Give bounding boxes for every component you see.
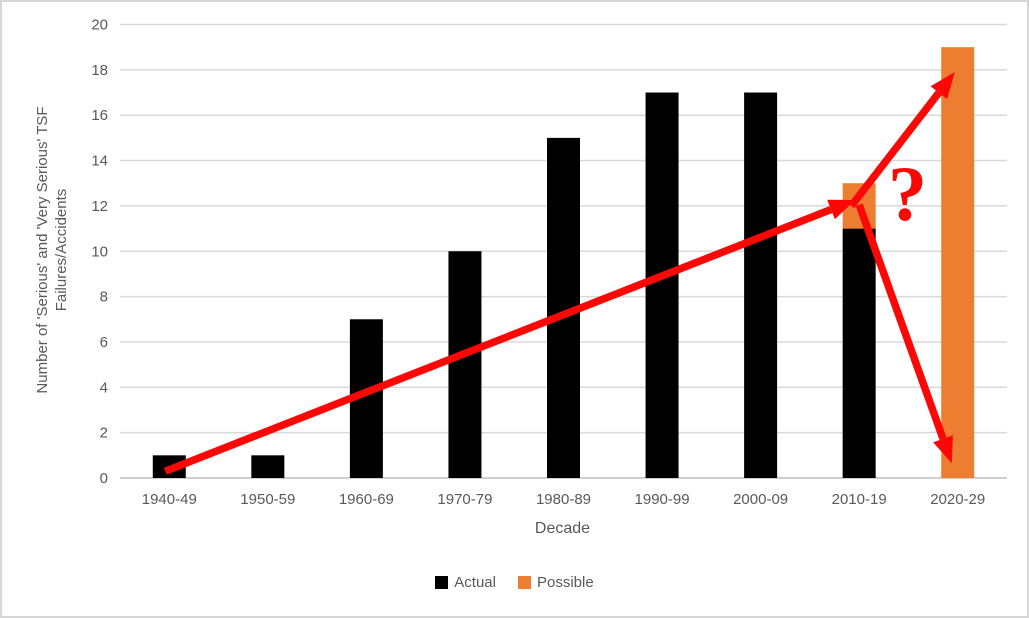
- y-tick-label: 2: [100, 425, 108, 442]
- legend-label-actual: Actual: [454, 574, 496, 591]
- possible-fall-arrow: [855, 203, 947, 441]
- bar-actual-1970-79: [448, 251, 482, 478]
- bar-actual-2010-19: [842, 228, 876, 478]
- possible-swatch-icon: [518, 576, 531, 589]
- x-tick-label: 1980-89: [536, 491, 591, 508]
- legend: Actual Possible: [2, 574, 1027, 591]
- y-axis-title-line2: Failures/Accidents: [53, 188, 70, 312]
- y-tick-label: 16: [91, 107, 108, 124]
- y-tick-label: 18: [91, 62, 108, 79]
- bar-possible-2020-29: [941, 47, 975, 479]
- legend-label-possible: Possible: [537, 574, 594, 591]
- y-tick-label: 4: [100, 379, 108, 396]
- actual-trend-arrow-head: [827, 199, 856, 220]
- y-tick-label: 20: [91, 17, 108, 34]
- x-tick-label: 1970-79: [437, 491, 492, 508]
- x-tick-label: 1940-49: [142, 491, 197, 508]
- bar-actual-1950-59: [251, 455, 285, 478]
- y-tick-label: 6: [100, 334, 108, 351]
- bar-actual-1990-99: [645, 92, 679, 479]
- x-tick-label: 2010-19: [832, 491, 887, 508]
- possible-rise-arrow: [848, 90, 942, 209]
- x-axis-title: Decade: [534, 520, 591, 537]
- actual-trend-arrow: [163, 206, 833, 475]
- x-tick-label: 1960-69: [339, 491, 394, 508]
- y-tick-label: 8: [100, 289, 108, 306]
- y-tick-label: 12: [91, 198, 108, 215]
- x-tick-label: 1950-59: [240, 491, 295, 508]
- y-tick-label: 14: [91, 153, 108, 170]
- bar-actual-2000-09: [744, 92, 778, 479]
- possible-rise-arrow-head: [930, 72, 955, 100]
- question-mark-annotation: ?: [888, 150, 927, 237]
- x-tick-label: 2000-09: [733, 491, 788, 508]
- actual-swatch-icon: [435, 576, 449, 589]
- legend-item-possible: Possible: [518, 574, 594, 591]
- y-tick-label: 10: [91, 243, 108, 260]
- x-tick-label: 1990-99: [635, 491, 690, 508]
- y-axis-title-line1: Number of 'Serious' and 'Very Serious' T…: [34, 106, 51, 394]
- x-tick-label: 2020-29: [930, 491, 985, 508]
- legend-item-actual: Actual: [435, 574, 496, 591]
- possible-fall-arrow-head: [933, 435, 953, 464]
- y-tick-label: 0: [100, 470, 108, 487]
